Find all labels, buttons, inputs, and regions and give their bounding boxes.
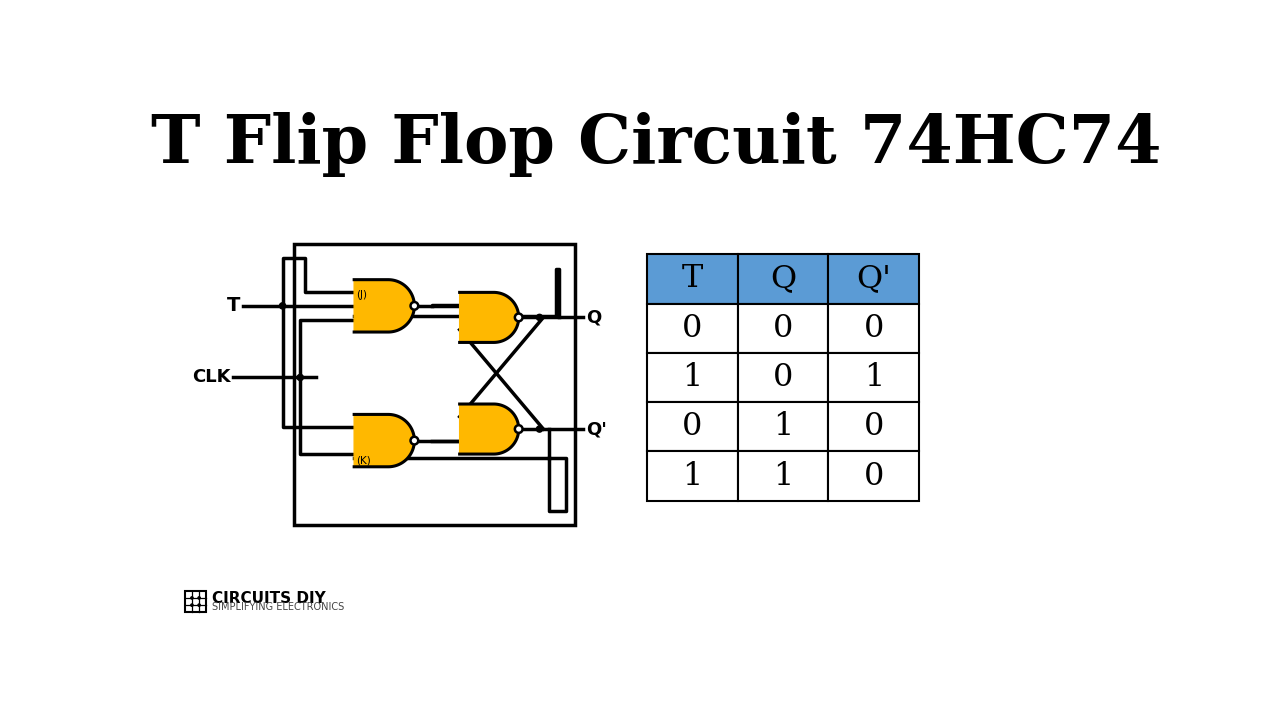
Text: T: T [681, 264, 703, 294]
Text: Q: Q [586, 308, 602, 326]
Text: CIRCUITS DIY: CIRCUITS DIY [211, 591, 325, 606]
Polygon shape [460, 292, 518, 343]
Bar [828, 451, 919, 500]
Text: 1: 1 [773, 411, 794, 442]
Bar [737, 353, 828, 402]
Text: 1: 1 [682, 461, 703, 492]
Text: Q': Q' [586, 420, 607, 438]
Text: Q: Q [771, 264, 796, 294]
Circle shape [536, 426, 543, 432]
Circle shape [279, 303, 285, 309]
Text: 0: 0 [682, 312, 703, 343]
Text: 1: 1 [682, 362, 703, 393]
Text: 0: 0 [682, 411, 703, 442]
Polygon shape [355, 279, 415, 332]
Bar [828, 353, 919, 402]
Text: (K): (K) [356, 456, 371, 466]
Text: CLK: CLK [192, 369, 230, 387]
Circle shape [515, 426, 522, 433]
Circle shape [515, 313, 522, 321]
Circle shape [191, 597, 193, 599]
Text: Q': Q' [856, 264, 891, 294]
Text: 1: 1 [773, 461, 794, 492]
Text: 0: 0 [773, 362, 794, 393]
Bar [737, 304, 828, 353]
Circle shape [297, 374, 303, 381]
Polygon shape [460, 404, 518, 454]
Bar [646, 353, 737, 402]
Text: 0: 0 [773, 312, 794, 343]
Text: 0: 0 [864, 461, 884, 492]
Circle shape [198, 604, 200, 606]
Polygon shape [355, 415, 415, 467]
Bar [828, 402, 919, 451]
Text: 0: 0 [864, 411, 884, 442]
Bar [737, 254, 828, 304]
Bar [646, 254, 737, 304]
Circle shape [198, 597, 200, 599]
Bar [294, 244, 575, 526]
Bar [828, 254, 919, 304]
Text: 1: 1 [864, 362, 884, 393]
Text: 0: 0 [864, 312, 884, 343]
Bar [184, 590, 206, 612]
Circle shape [411, 437, 419, 444]
Bar [828, 304, 919, 353]
Bar [646, 304, 737, 353]
Text: T Flip Flop Circuit 74HC74: T Flip Flop Circuit 74HC74 [151, 112, 1161, 176]
Text: (J): (J) [356, 290, 367, 300]
Bar [737, 451, 828, 500]
Bar [646, 402, 737, 451]
Circle shape [191, 604, 193, 606]
Bar [737, 402, 828, 451]
Circle shape [536, 315, 543, 320]
Text: SIMPLIFYING ELECTRONICS: SIMPLIFYING ELECTRONICS [211, 602, 344, 612]
Bar [646, 451, 737, 500]
Circle shape [411, 302, 419, 310]
Text: T: T [227, 297, 241, 315]
